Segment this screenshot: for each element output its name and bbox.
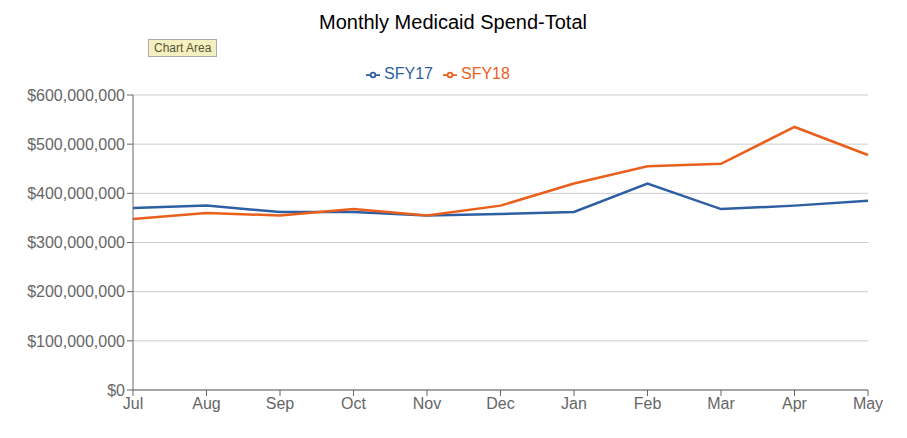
html-text:SFY17: SFY17: [384, 65, 433, 82]
svg-text:Jul: Jul: [123, 395, 143, 412]
svg-text:$400,000,000: $400,000,000: [27, 185, 125, 202]
html-text:Monthly Medicaid Spend-Total: Monthly Medicaid Spend-Total: [319, 11, 587, 33]
svg-text:$500,000,000: $500,000,000: [27, 136, 125, 153]
svg-text:Sep: Sep: [266, 395, 295, 412]
svg-text:$0: $0: [107, 382, 125, 399]
svg-text:Oct: Oct: [341, 395, 366, 412]
svg-text:Apr: Apr: [782, 395, 808, 412]
svg-text:Feb: Feb: [634, 395, 662, 412]
svg-text:May: May: [853, 395, 883, 412]
svg-text:Mar: Mar: [707, 395, 735, 412]
svg-text:Jan: Jan: [561, 395, 587, 412]
html-text:SFY18: SFY18: [461, 65, 510, 82]
html-text:Chart Area: Chart Area: [154, 41, 212, 55]
svg-text:Aug: Aug: [192, 395, 220, 412]
svg-text:$200,000,000: $200,000,000: [27, 283, 125, 300]
svg-text:$300,000,000: $300,000,000: [27, 234, 125, 251]
svg-text:Nov: Nov: [413, 395, 441, 412]
svg-text:Dec: Dec: [486, 395, 514, 412]
svg-text:$100,000,000: $100,000,000: [27, 333, 125, 350]
svg-text:$600,000,000: $600,000,000: [27, 87, 125, 104]
